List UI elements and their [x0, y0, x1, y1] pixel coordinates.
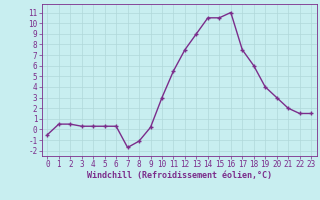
X-axis label: Windchill (Refroidissement éolien,°C): Windchill (Refroidissement éolien,°C)	[87, 171, 272, 180]
